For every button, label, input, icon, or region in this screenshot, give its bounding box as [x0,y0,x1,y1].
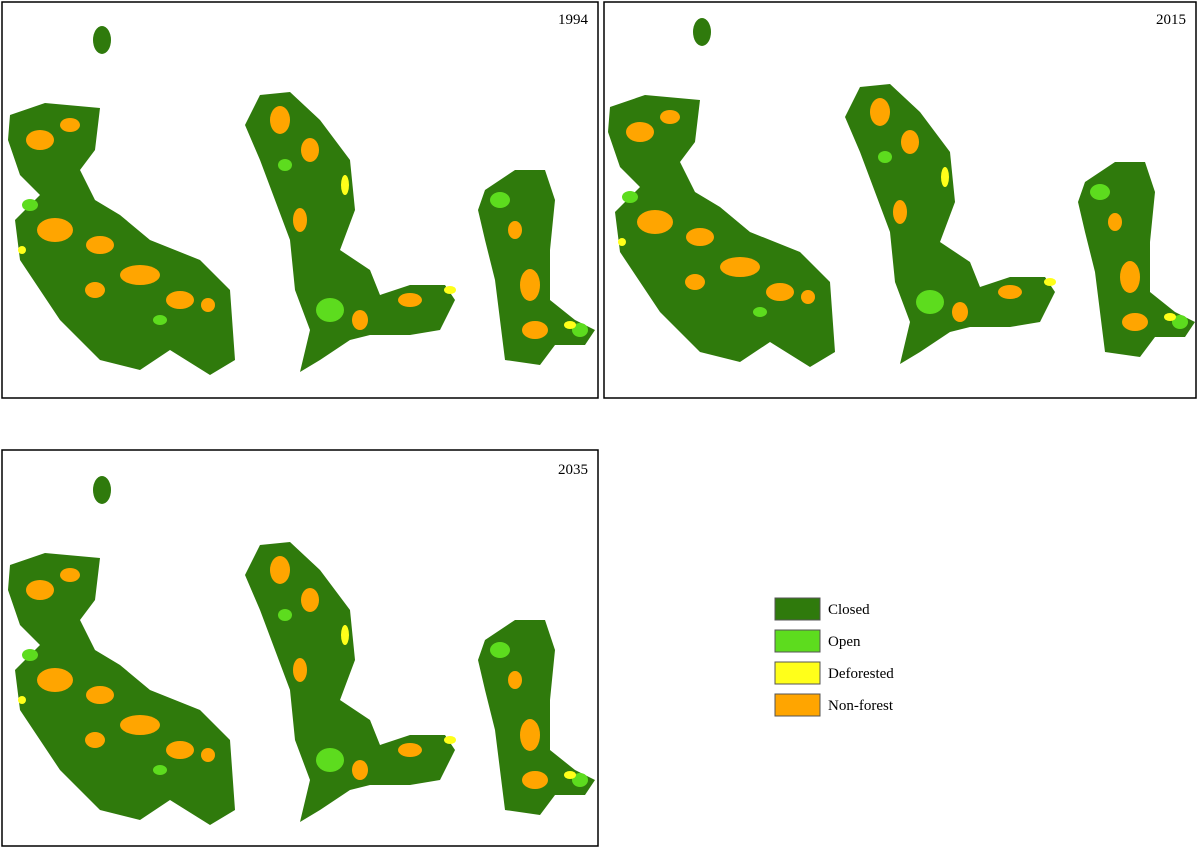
map-panel: 2015 [603,1,1197,399]
legend-swatch [774,629,821,653]
legend-label: Closed [828,602,870,618]
legend-swatch [774,597,821,621]
legend-label: Open [828,634,861,650]
legend-label: Non-forest [828,698,894,714]
legend-swatch [774,693,821,717]
panel-year: 1994 [558,12,589,28]
legend: Closed Open Deforested Non-forest [774,597,894,717]
legend-label: Deforested [828,666,894,682]
panel-year: 2015 [1156,12,1186,28]
legend-swatch [774,661,821,685]
panel-year: 2035 [558,462,588,478]
map-panel: 2035 [1,449,599,847]
map-panel: 1994 [1,1,599,399]
